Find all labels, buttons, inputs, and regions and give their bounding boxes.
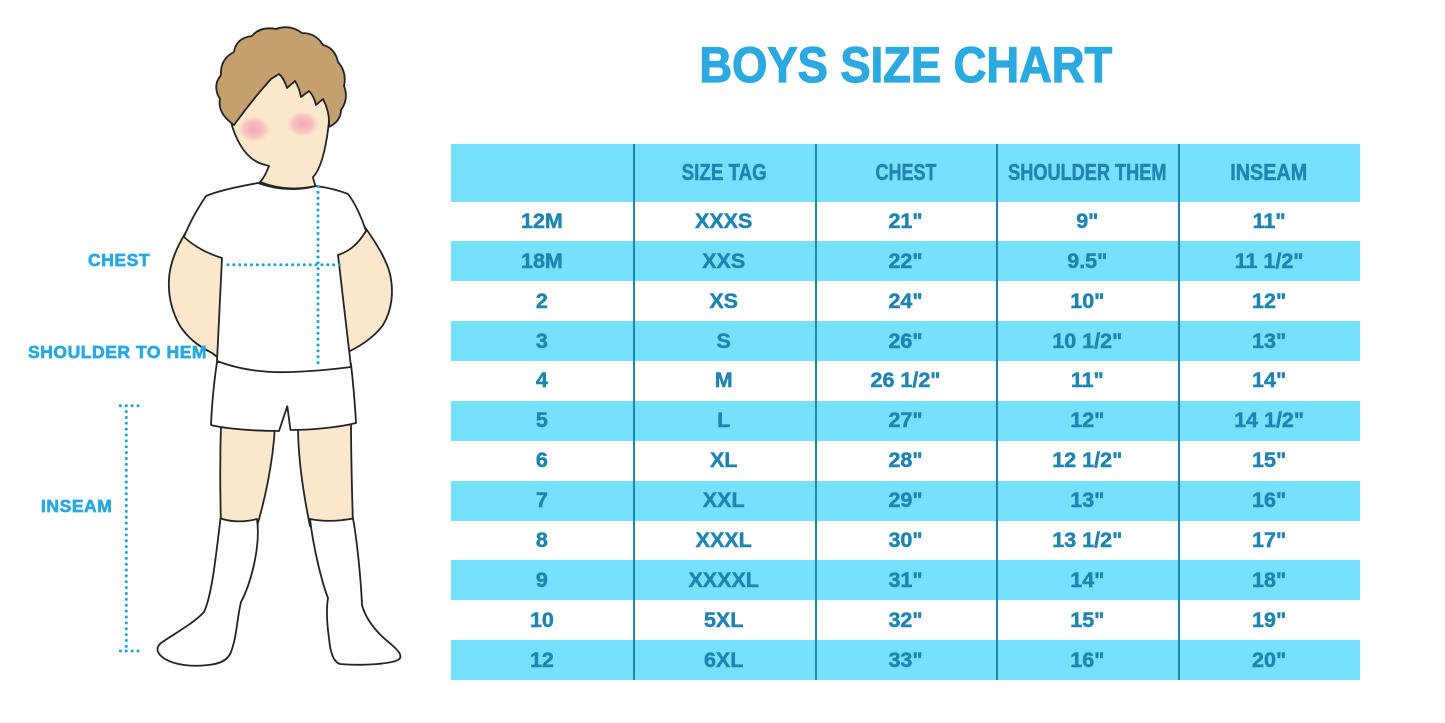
svg-text:SHOULDER TO HEM: SHOULDER TO HEM [28,342,207,362]
svg-text:INSEAM: INSEAM [41,496,112,516]
svg-text:CHEST: CHEST [88,250,150,270]
